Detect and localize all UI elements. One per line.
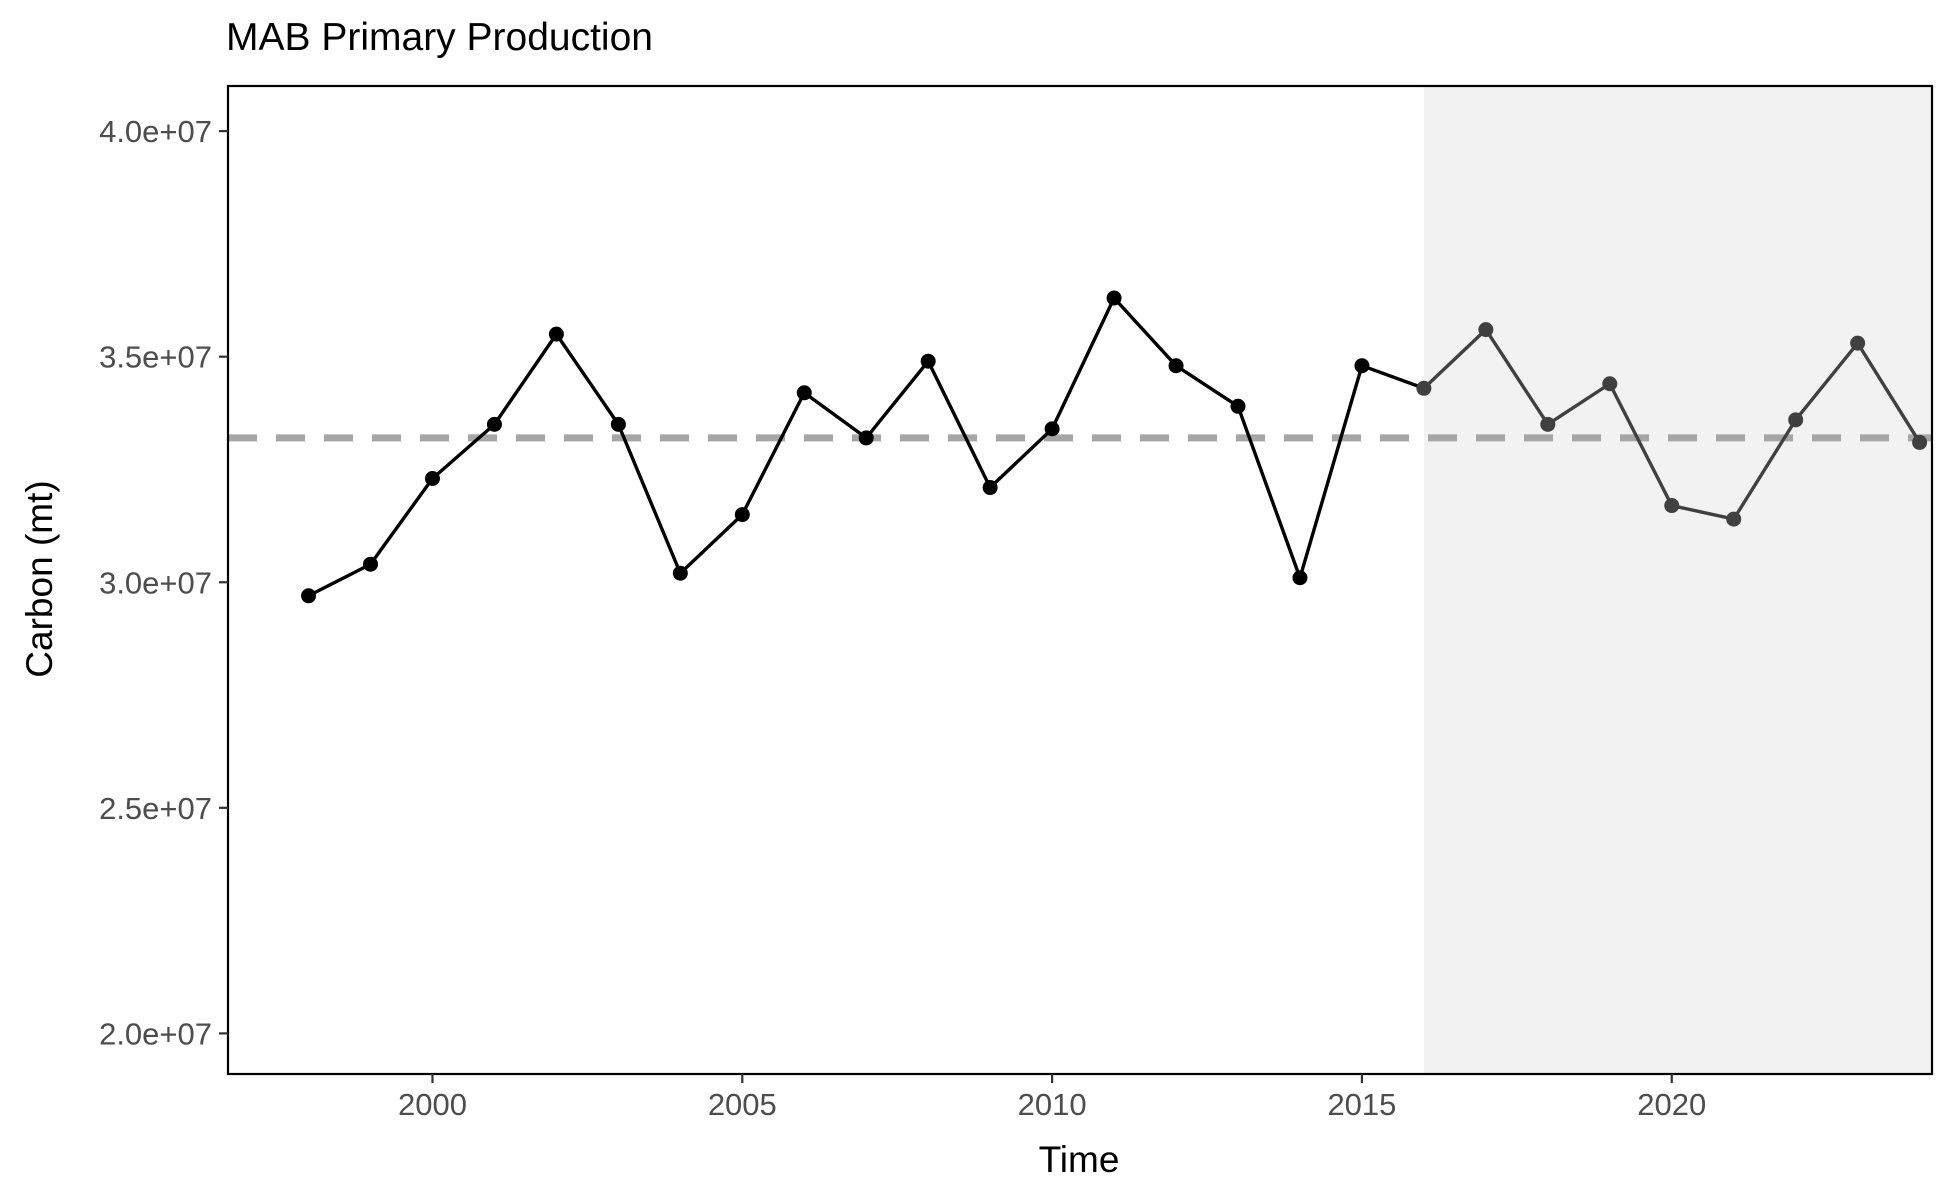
data-point bbox=[548, 326, 564, 342]
data-point bbox=[1168, 358, 1184, 374]
series-segment bbox=[740, 391, 806, 517]
series-segment bbox=[988, 427, 1054, 490]
data-point bbox=[1602, 376, 1618, 392]
data-point bbox=[363, 556, 379, 572]
data-point bbox=[734, 507, 750, 523]
series-segment bbox=[1670, 503, 1736, 521]
data-point bbox=[1416, 380, 1432, 396]
data-point bbox=[858, 430, 874, 446]
data-point bbox=[301, 588, 317, 604]
series-segment bbox=[1298, 364, 1364, 580]
panel-frame bbox=[226, 84, 1934, 1076]
series-segment bbox=[1112, 296, 1178, 368]
series-segment bbox=[616, 422, 683, 575]
series-segment bbox=[1732, 418, 1798, 521]
data-point bbox=[672, 565, 688, 581]
data-point bbox=[1354, 358, 1370, 374]
series-segment bbox=[1546, 382, 1612, 427]
data-point bbox=[1664, 498, 1680, 514]
data-point bbox=[610, 416, 626, 432]
series-segment bbox=[306, 562, 373, 598]
y-tick-label: 2.0e+07 bbox=[99, 1016, 212, 1051]
series-segment bbox=[1793, 341, 1860, 422]
series-segment bbox=[1050, 296, 1116, 431]
series-segment bbox=[1236, 404, 1302, 580]
recent-period-highlight bbox=[1423, 86, 1932, 1074]
highlight-rect bbox=[1423, 86, 1932, 1074]
data-point bbox=[1540, 416, 1556, 432]
y-tick-label: 2.5e+07 bbox=[99, 791, 212, 826]
data-point bbox=[982, 480, 998, 496]
x-tick-label: 2015 bbox=[1327, 1087, 1396, 1122]
x-tick-label: 2005 bbox=[708, 1087, 777, 1122]
chart-title: MAB Primary Production bbox=[226, 16, 653, 59]
data-point bbox=[1044, 421, 1060, 437]
data-point bbox=[424, 470, 440, 486]
data-point bbox=[486, 416, 502, 432]
series-segment bbox=[1855, 341, 1922, 445]
series-points bbox=[301, 290, 1928, 604]
plot-border bbox=[226, 84, 1934, 1076]
data-point bbox=[1788, 412, 1804, 428]
series-segment bbox=[1174, 364, 1240, 409]
data-point bbox=[1478, 322, 1494, 338]
series-segment bbox=[492, 332, 559, 427]
data-point bbox=[1912, 434, 1928, 450]
series-segment bbox=[1608, 382, 1674, 508]
x-axis: 2000 2005 2010 2015 2020 bbox=[398, 1074, 1706, 1122]
series-segment bbox=[430, 422, 497, 481]
series-segment bbox=[926, 359, 992, 490]
series-segment bbox=[802, 391, 868, 440]
series-segment bbox=[864, 359, 930, 440]
data-point bbox=[1230, 398, 1246, 414]
data-point bbox=[1726, 511, 1742, 527]
x-tick-label: 2010 bbox=[1018, 1087, 1087, 1122]
x-axis-title: Time bbox=[1039, 1139, 1120, 1180]
series-segment bbox=[1422, 327, 1488, 390]
series-segment bbox=[1360, 364, 1426, 390]
data-point bbox=[796, 385, 812, 401]
series-segment bbox=[1484, 327, 1550, 427]
y-axis: 2.0e+07 2.5e+07 3.0e+07 3.5e+07 4.0e+07 bbox=[99, 114, 228, 1051]
series-lines bbox=[306, 296, 1922, 598]
data-point bbox=[1106, 290, 1122, 306]
series-segment bbox=[678, 512, 744, 575]
series-segment bbox=[368, 476, 435, 566]
series-segment bbox=[554, 332, 621, 427]
y-axis-title: Carbon (mt) bbox=[19, 480, 60, 677]
x-tick-label: 2020 bbox=[1637, 1087, 1706, 1122]
y-tick-label: 3.5e+07 bbox=[99, 340, 212, 375]
x-tick-label: 2000 bbox=[398, 1087, 467, 1122]
y-tick-label: 4.0e+07 bbox=[99, 114, 212, 149]
y-tick-label: 3.0e+07 bbox=[99, 565, 212, 600]
data-point bbox=[1850, 335, 1866, 351]
data-point bbox=[1292, 570, 1308, 586]
data-point bbox=[920, 353, 936, 369]
